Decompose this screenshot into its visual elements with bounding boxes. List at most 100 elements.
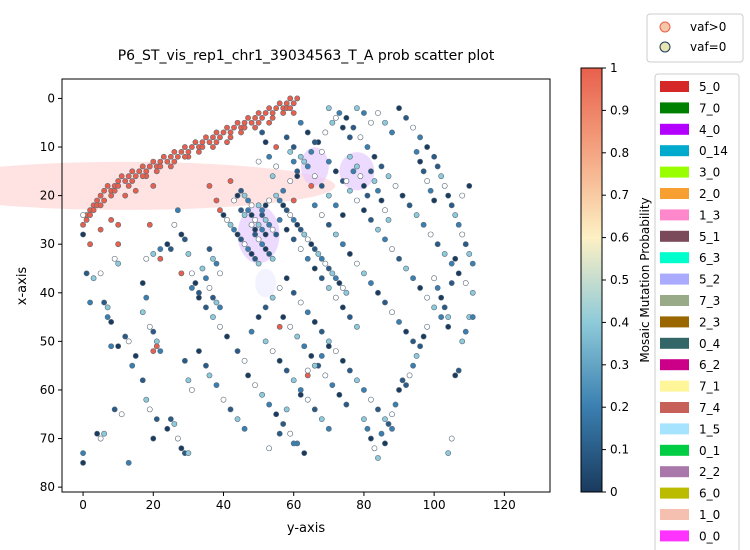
cluster-legend-label: 4_0 (699, 123, 720, 137)
y-tick-label: 70 (40, 432, 55, 446)
point-vaf-zero (231, 197, 237, 204)
point-vaf-zero (234, 348, 241, 354)
point-vaf-zero (448, 260, 455, 267)
point-vaf-zero (287, 148, 294, 155)
point-vaf-zero (252, 217, 258, 223)
point-vaf-positive (136, 168, 143, 175)
point-vaf-positive (283, 100, 290, 107)
point-vaf-zero (424, 294, 431, 301)
point-vaf-zero (290, 217, 297, 223)
point-vaf-zero (332, 294, 339, 301)
marker-legend-label: vaf=0 (690, 40, 726, 54)
point-vaf-zero (294, 221, 301, 228)
point-vaf-zero (241, 241, 248, 248)
point-vaf-zero (297, 119, 304, 126)
point-vaf-zero (382, 207, 388, 214)
point-vaf-zero (420, 333, 427, 340)
point-vaf-zero (238, 187, 244, 194)
point-vaf-positive (171, 158, 178, 165)
point-vaf-zero (346, 367, 353, 374)
point-vaf-positive (132, 187, 139, 194)
point-vaf-zero (389, 425, 395, 432)
point-vaf-zero (206, 246, 213, 252)
point-vaf-zero (410, 338, 416, 345)
point-vaf-zero (431, 153, 438, 160)
point-vaf-zero (262, 217, 269, 223)
point-vaf-zero (336, 280, 343, 286)
point-vaf-zero (431, 197, 438, 204)
point-vaf-positive (174, 153, 181, 160)
point-vaf-zero (199, 265, 206, 272)
point-vaf-positive (248, 119, 255, 126)
point-vaf-zero (448, 435, 455, 442)
point-vaf-positive (280, 110, 287, 116)
point-vaf-zero (311, 319, 318, 325)
point-vaf-zero (238, 236, 244, 243)
point-vaf-zero (174, 207, 181, 214)
point-vaf-positive (294, 95, 301, 102)
point-vaf-zero (308, 241, 315, 248)
point-vaf-zero (452, 372, 459, 379)
point-vaf-zero (343, 289, 350, 296)
point-vaf-zero (403, 382, 409, 389)
point-vaf-zero (308, 353, 315, 359)
cluster-legend-label: 5_1 (699, 230, 720, 244)
point-vaf-positive (181, 144, 188, 150)
cluster-legend-swatch (660, 487, 689, 499)
point-vaf-zero (420, 168, 427, 175)
point-vaf-zero (118, 411, 125, 418)
point-vaf-zero (203, 362, 209, 369)
point-vaf-zero (276, 197, 283, 204)
point-vaf-zero (406, 202, 413, 209)
point-vaf-zero (80, 450, 86, 457)
point-vaf-positive (206, 139, 213, 146)
colorbar (580, 67, 603, 493)
point-vaf-zero (378, 163, 385, 170)
point-vaf-zero (325, 343, 332, 350)
cluster-legend-swatch (660, 402, 689, 413)
cluster-legend-swatch (660, 188, 689, 199)
cluster-legend-swatch (660, 102, 689, 114)
cluster-legend-label: 7_3 (699, 294, 720, 308)
point-vaf-positive (164, 158, 171, 165)
point-vaf-positive (115, 178, 122, 184)
point-vaf-zero (413, 148, 420, 155)
point-vaf-positive (87, 241, 93, 248)
point-vaf-zero (354, 197, 360, 204)
point-vaf-zero (153, 338, 160, 345)
point-vaf-zero (382, 119, 388, 126)
point-vaf-zero (217, 323, 223, 330)
point-vaf-zero (322, 260, 329, 267)
point-vaf-zero (290, 158, 297, 165)
point-vaf-zero (262, 202, 269, 209)
point-vaf-zero (304, 396, 311, 403)
point-vaf-zero (350, 124, 357, 131)
colorbar-tick-label: 0.9 (610, 103, 629, 117)
point-vaf-zero (146, 406, 153, 413)
y-tick-label: 50 (40, 334, 55, 348)
point-vaf-zero (318, 182, 325, 189)
point-vaf-positive (157, 158, 164, 165)
point-vaf-positive (101, 197, 108, 204)
point-vaf-positive (234, 119, 241, 126)
point-vaf-zero (399, 377, 406, 384)
point-vaf-zero (417, 158, 424, 165)
point-vaf-zero (248, 202, 255, 209)
cluster-legend-label: 1_3 (699, 208, 720, 222)
point-vaf-positive (111, 187, 118, 194)
point-vaf-zero (150, 251, 157, 257)
point-vaf-zero (346, 251, 353, 257)
point-vaf-zero (294, 168, 301, 175)
point-vaf-zero (266, 153, 273, 160)
point-vaf-positive (143, 168, 150, 175)
point-vaf-zero (139, 309, 146, 316)
colorbar-tick-label: 0.1 (610, 443, 629, 457)
point-vaf-zero (301, 158, 308, 165)
point-vaf-positive (199, 144, 206, 150)
point-vaf-positive (269, 110, 276, 116)
point-vaf-zero (403, 265, 409, 272)
point-vaf-zero (87, 299, 93, 306)
point-vaf-zero (354, 163, 360, 170)
point-vaf-zero (459, 338, 466, 345)
point-vaf-zero (125, 338, 132, 345)
